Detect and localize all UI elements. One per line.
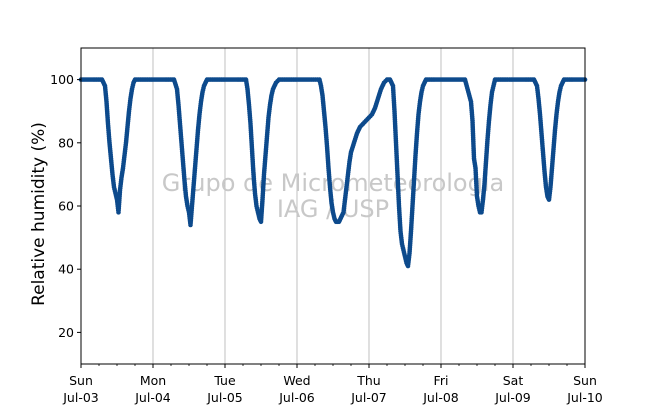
y-tick-label: 100 [50, 72, 74, 87]
x-axis-ticks: Sun Jul-03 Mon Jul-04 Tue Jul-05 Wed Jul-06 Thu J… [62, 364, 603, 405]
x-tick-label-day: Tue [213, 373, 236, 388]
y-tick-label: 60 [58, 199, 74, 214]
y-tick-label: 80 [58, 135, 74, 150]
x-tick-label-day: Fri [434, 373, 449, 388]
x-tick-label-date: Jul-09 [494, 390, 531, 405]
y-tick-label: 20 [58, 325, 74, 340]
x-tick-label-date: Jul-07 [350, 390, 387, 405]
y-axis-label: Relative humidity (%) [29, 122, 49, 306]
x-tick-label-date: Jul-05 [206, 390, 243, 405]
y-tick-label: 40 [58, 262, 74, 277]
x-tick-label-day: Sun [573, 373, 597, 388]
x-tick-label-date: Jul-08 [422, 390, 459, 405]
x-tick-label-date: Jul-03 [62, 390, 99, 405]
vertical-gridlines [152, 48, 514, 364]
x-tick-label-date: Jul-06 [278, 390, 315, 405]
x-tick-label-date: Jul-04 [134, 390, 171, 405]
x-tick-label-day: Sat [503, 373, 524, 388]
watermark-line-1: Grupo de Micrometeorologia [162, 169, 504, 197]
data-points [78, 77, 588, 269]
y-axis-ticks: 20 40 60 80 100 [50, 72, 81, 340]
x-tick-label-day: Thu [356, 373, 380, 388]
x-tick-label-day: Sun [69, 373, 93, 388]
x-tick-label-date: Jul-10 [566, 390, 603, 405]
x-tick-label-day: Wed [283, 373, 310, 388]
x-tick-label-day: Mon [140, 373, 166, 388]
